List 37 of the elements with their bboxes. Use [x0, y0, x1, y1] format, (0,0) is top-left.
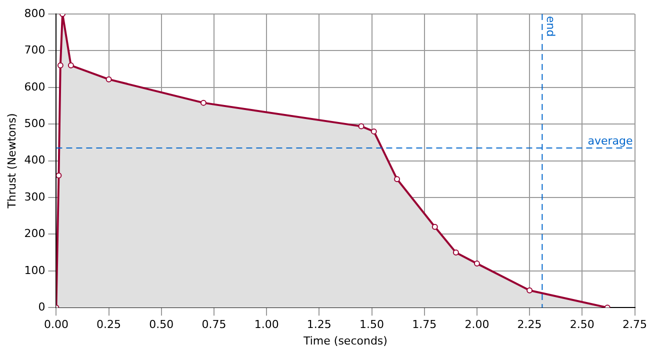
y-tick-label: 400 — [24, 154, 46, 167]
x-tick-label: 1.00 — [254, 318, 279, 332]
y-tick-label: 200 — [24, 227, 46, 240]
point — [57, 62, 64, 68]
x-tick-label: 1.25 — [306, 318, 332, 332]
y-tick-label: 700 — [24, 44, 46, 57]
x-tick-label: 2.75 — [622, 318, 648, 332]
y-tick-label: 800 — [24, 6, 46, 20]
point — [56, 172, 62, 178]
y-axis-title: Thrust (Newtons) — [5, 113, 18, 210]
y-tick-label: 500 — [24, 116, 46, 130]
ref-line-label: average — [588, 134, 633, 148]
x-tick-label: 0.75 — [202, 318, 226, 332]
y-tick-label: 600 — [24, 80, 46, 94]
x-tick-label: 0.50 — [149, 318, 174, 332]
x-tick-label: 1.75 — [412, 318, 437, 332]
point — [370, 128, 377, 134]
x-tick-label: 2.00 — [464, 318, 490, 332]
point — [358, 123, 364, 130]
y-tick-label: 300 — [24, 190, 46, 204]
point — [106, 76, 112, 82]
ref-line-label: end — [544, 16, 557, 37]
x-tick-label: 0.00 — [44, 318, 68, 332]
point — [452, 250, 459, 256]
y-tick-label: 100 — [24, 264, 46, 277]
point — [432, 224, 438, 230]
x-axis-title: Time (seconds) — [302, 334, 388, 348]
y-tick-label: 0 — [38, 300, 46, 314]
x-tick-label: 2.25 — [517, 318, 542, 332]
x-tick-label: 0.25 — [96, 318, 122, 332]
point — [526, 287, 533, 294]
point — [68, 62, 74, 68]
point — [200, 100, 206, 106]
x-tick-label: 1.50 — [360, 318, 384, 332]
x-tick-label: 2.50 — [570, 318, 594, 332]
point — [394, 176, 400, 182]
point — [474, 260, 480, 267]
